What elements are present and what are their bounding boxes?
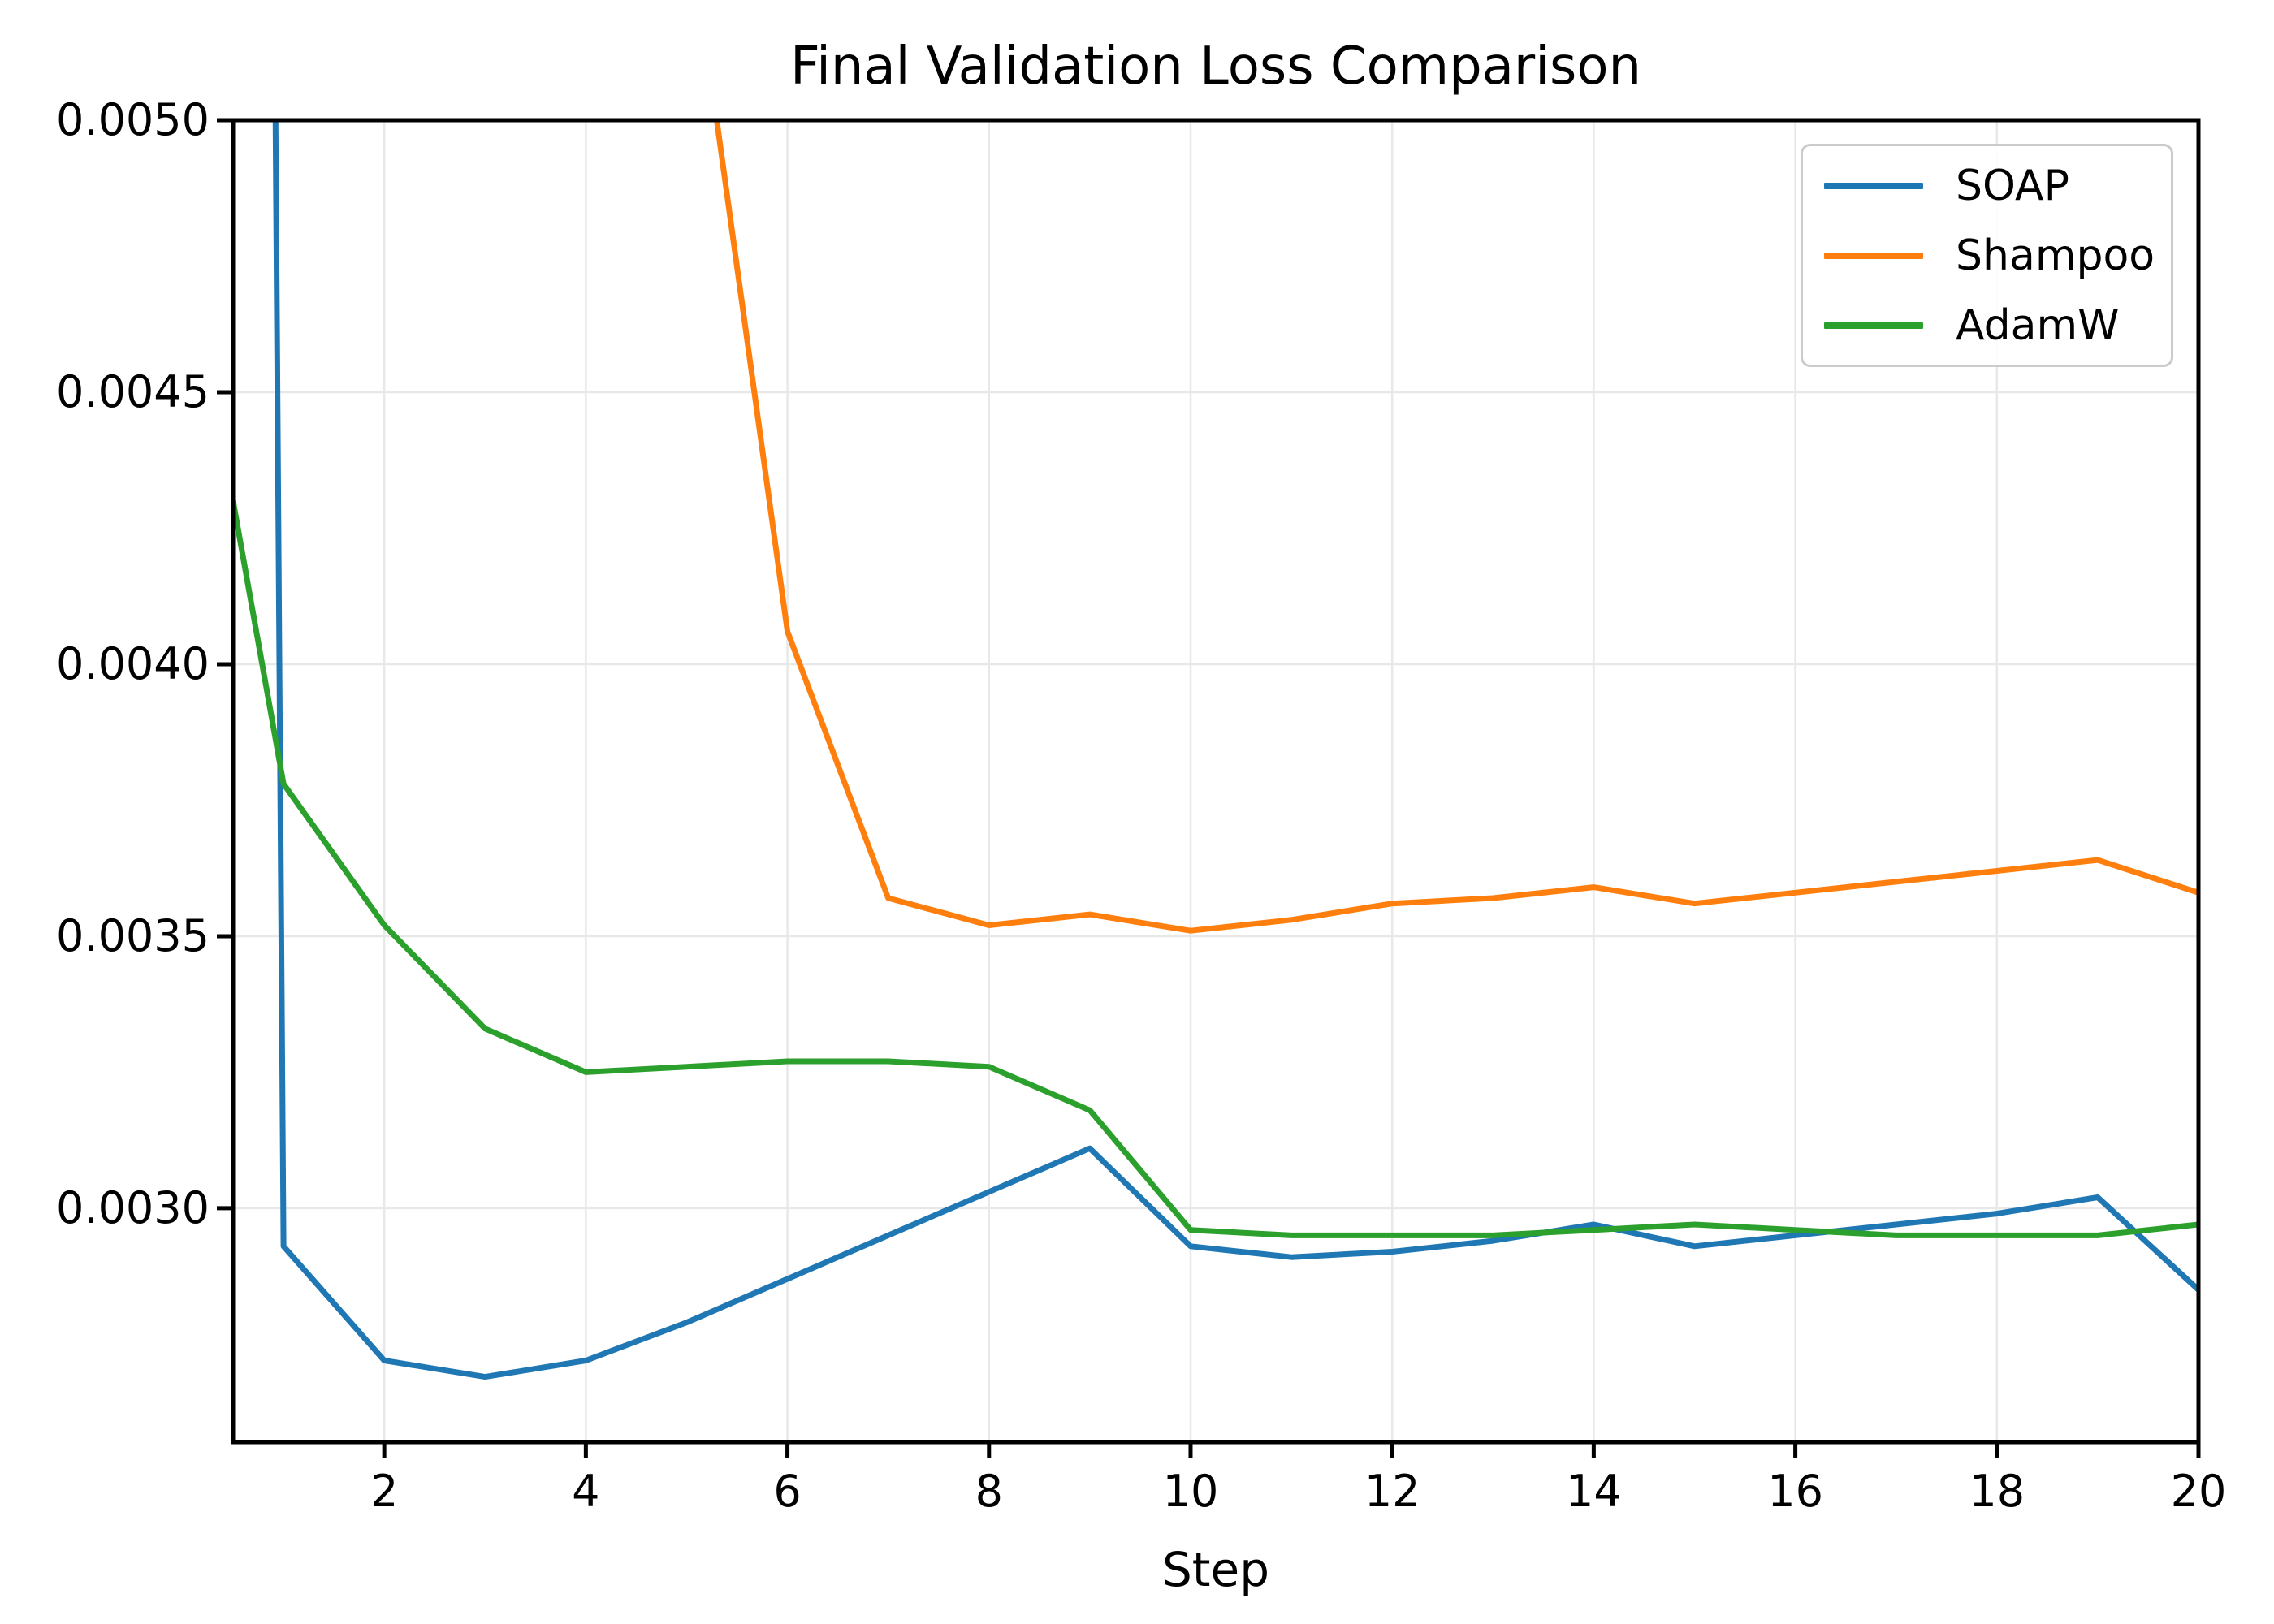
legend-label: Shampoo <box>1956 231 2155 280</box>
adamw-legend-line-icon <box>1824 322 1923 329</box>
legend-label: SOAP <box>1956 161 2069 210</box>
x-tick-label: 20 <box>2170 1466 2227 1517</box>
x-tick-label: 16 <box>1767 1466 1823 1517</box>
x-tick-label: 2 <box>370 1466 399 1517</box>
y-tick-label: 0.0040 <box>56 637 210 689</box>
legend: SOAP Shampoo AdamW <box>1801 144 2173 367</box>
y-tick-label: 0.0050 <box>56 94 210 145</box>
axes-spines <box>231 118 2201 1445</box>
shampoo-legend-line-icon <box>1824 252 1923 259</box>
x-tick-label: 4 <box>572 1466 600 1517</box>
gridlines <box>233 119 2200 1442</box>
legend-item-adamw: AdamW <box>1803 291 2171 361</box>
y-tick-label: 0.0045 <box>56 365 210 417</box>
chart-title: Final Validation Loss Comparison <box>789 37 1642 97</box>
x-tick-label: 6 <box>773 1466 802 1517</box>
x-tick-label: 18 <box>1969 1466 2025 1517</box>
soap-line <box>272 120 2198 1380</box>
adamw-line <box>233 500 2198 1238</box>
tick-marks <box>217 118 2201 1458</box>
x-tick-label: 10 <box>1162 1466 1219 1517</box>
legend-item-soap: SOAP <box>1803 151 2171 221</box>
soap-legend-line-icon <box>1824 182 1923 189</box>
x-tick-label: 8 <box>975 1466 1003 1517</box>
x-axis-label: Step <box>1161 1542 1270 1597</box>
y-tick-label: 0.0035 <box>56 909 210 961</box>
shampoo-line <box>714 120 2198 934</box>
x-tick-label: 14 <box>1566 1466 1622 1517</box>
y-tick-label: 0.0030 <box>56 1181 210 1233</box>
x-tick-label: 12 <box>1364 1466 1420 1517</box>
legend-label: AdamW <box>1956 300 2120 350</box>
legend-item-shampoo: Shampoo <box>1803 221 2171 291</box>
